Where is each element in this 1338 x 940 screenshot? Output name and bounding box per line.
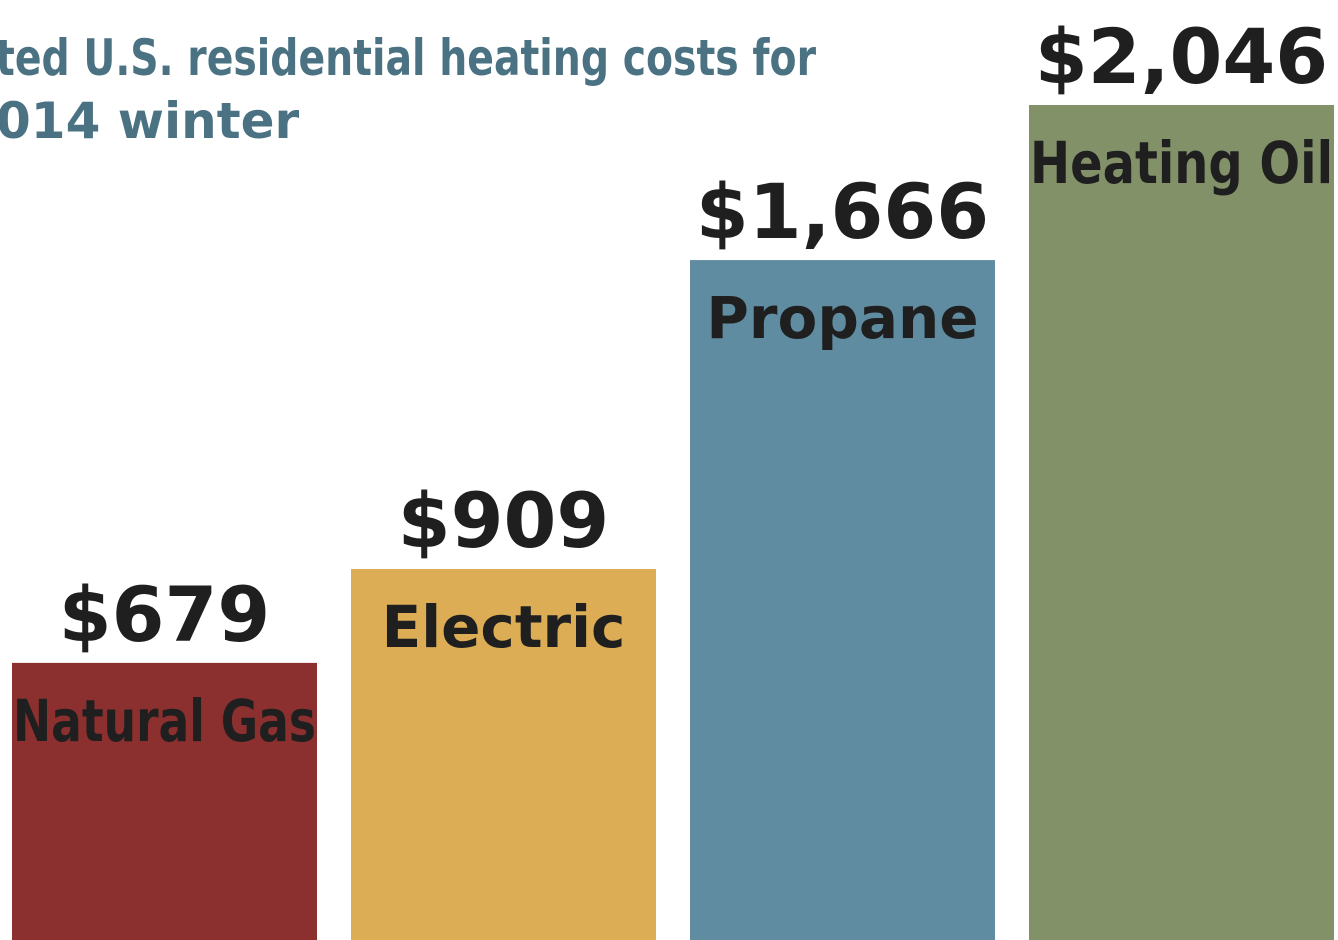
value-label: $679 [59,570,271,659]
category-label: Electric [382,593,626,661]
chart-title: 014 winter [0,92,300,150]
value-label: $1,666 [696,167,989,256]
value-label: $2,046 [1035,12,1328,101]
category-label: Heating Oil [1030,129,1333,197]
category-label: Propane [706,284,978,352]
bar [690,260,995,940]
chart-title: ted U.S. residential heating costs for [0,29,816,87]
bar [12,662,317,940]
value-label: $909 [398,476,610,565]
category-label: Natural Gas [13,687,316,755]
bar [1029,105,1334,940]
bar [351,569,656,940]
